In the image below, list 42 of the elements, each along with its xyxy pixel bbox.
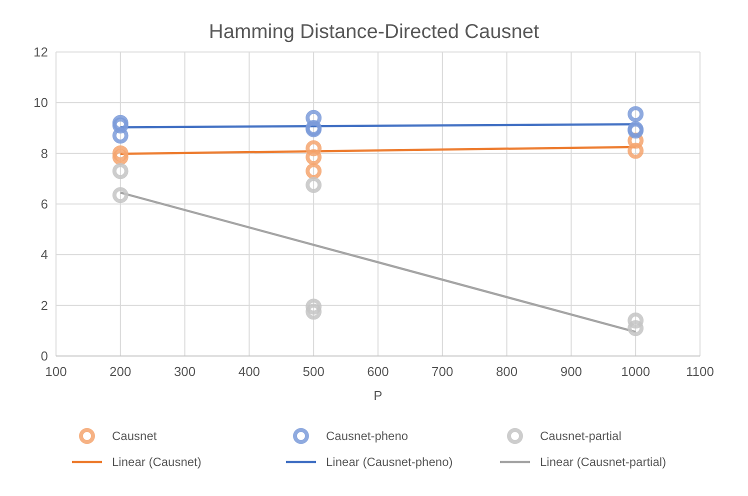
x-tick-label: 900 xyxy=(560,364,582,379)
x-tick-label: 800 xyxy=(496,364,518,379)
point xyxy=(112,145,128,162)
y-tick-label: 12 xyxy=(34,44,48,60)
point xyxy=(306,304,322,320)
legend-label: Causnet-pheno xyxy=(326,429,408,444)
legend-label: Linear (Causnet-partial) xyxy=(540,455,666,470)
point xyxy=(306,149,322,166)
y-tick-label: 10 xyxy=(34,95,48,110)
point xyxy=(306,298,322,315)
chart-title: Hamming Distance-Directed Causnet xyxy=(208,21,540,43)
point xyxy=(306,110,322,126)
point xyxy=(628,312,644,329)
x-tick-label: 1100 xyxy=(686,364,714,379)
legend-label: Causnet xyxy=(112,429,158,444)
x-tick-label: 700 xyxy=(432,364,454,379)
x-tick-label: 1000 xyxy=(621,364,650,379)
x-tick-label: 300 xyxy=(174,364,196,379)
x-tick-label: 400 xyxy=(238,364,260,379)
point xyxy=(306,163,322,180)
point xyxy=(112,149,128,166)
legend-label: Linear (Causnet) xyxy=(112,455,202,470)
x-axis-title: P xyxy=(374,388,382,403)
point xyxy=(628,106,644,122)
x-tick-label: 200 xyxy=(110,364,132,379)
point xyxy=(628,142,644,159)
point xyxy=(306,140,322,156)
y-tick-label: 8 xyxy=(40,146,48,161)
point xyxy=(112,128,128,144)
y-tick-label: 6 xyxy=(40,196,48,212)
y-tick-label: 0 xyxy=(40,348,48,364)
x-tick-label: 100 xyxy=(45,364,67,379)
point xyxy=(306,177,322,193)
point xyxy=(112,187,128,204)
y-tick-label: 4 xyxy=(40,247,48,262)
point xyxy=(628,320,644,336)
legend-label: Linear (Causnet-pheno) xyxy=(326,455,453,470)
y-tick-label: 2 xyxy=(40,298,48,313)
legend-label: Causnet-partial xyxy=(540,429,622,444)
x-tick-label: 600 xyxy=(367,364,389,379)
point xyxy=(112,163,128,180)
x-tick-label: 500 xyxy=(302,364,324,379)
